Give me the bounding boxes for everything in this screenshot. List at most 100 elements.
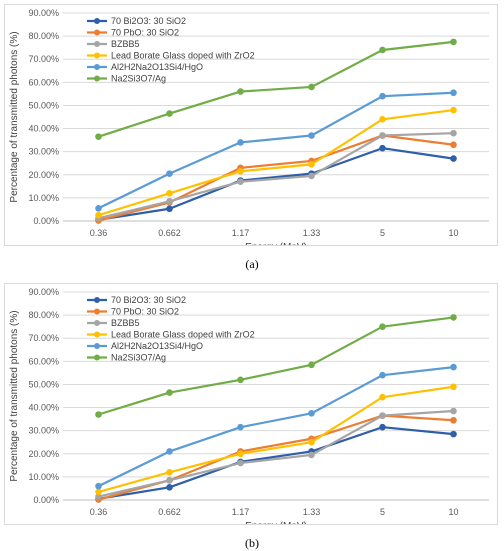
series-6 bbox=[95, 314, 457, 418]
data-point bbox=[166, 198, 173, 205]
data-point bbox=[95, 211, 102, 219]
caption-b: (b) bbox=[245, 536, 259, 550]
x-tick-label: 1.33 bbox=[303, 228, 321, 238]
legend-label: Lead Borate Glass doped with ZrO2 bbox=[111, 51, 255, 61]
y-tick-label: 60.00% bbox=[28, 77, 59, 87]
data-point bbox=[95, 488, 102, 496]
y-axis-label: Percentage of transmitted photons (%) bbox=[9, 31, 20, 202]
legend-label: 70 PbO: 30 SiO2 bbox=[111, 307, 179, 317]
y-tick-label: 0.00% bbox=[33, 495, 59, 505]
x-tick-label: 5 bbox=[380, 228, 385, 238]
x-axis-label: Energy (MeV) bbox=[245, 521, 307, 524]
legend-label: Na2Si3O7/Ag bbox=[111, 74, 166, 84]
legend-swatch-marker bbox=[94, 64, 100, 70]
data-point bbox=[166, 389, 173, 396]
series-5 bbox=[95, 89, 457, 212]
series-1 bbox=[95, 423, 457, 503]
x-tick-label: 0.662 bbox=[158, 507, 181, 517]
data-point bbox=[95, 493, 102, 500]
data-point bbox=[95, 133, 102, 140]
legend-label: BZBB5 bbox=[111, 318, 140, 328]
data-point bbox=[308, 438, 315, 446]
y-tick-label: 10.00% bbox=[28, 472, 59, 482]
data-point bbox=[450, 314, 457, 321]
x-tick-label: 5 bbox=[380, 507, 385, 517]
caption-a: (a) bbox=[245, 257, 259, 271]
legend-swatch-marker bbox=[94, 320, 100, 326]
data-point bbox=[379, 92, 386, 100]
chart-panel-b: 0.00% 10.00% 20.00% 30.00% 40.00% 50.00% 60.00… bbox=[4, 283, 498, 532]
data-point bbox=[379, 46, 386, 54]
data-point bbox=[237, 168, 244, 175]
data-point bbox=[450, 106, 457, 114]
data-point bbox=[166, 483, 173, 491]
series-6 bbox=[95, 38, 457, 140]
data-point bbox=[237, 178, 244, 186]
legend-swatch-marker bbox=[94, 52, 100, 59]
series-line bbox=[98, 147, 454, 221]
legend-swatch-marker bbox=[94, 331, 100, 338]
legend-swatch-marker bbox=[94, 75, 100, 82]
y-tick-label: 0.00% bbox=[33, 216, 59, 226]
x-tick-label: 10 bbox=[448, 507, 458, 517]
series-line bbox=[98, 91, 454, 210]
legend-label: Na2Si3O7/Ag bbox=[111, 353, 166, 363]
chart-b: 0.00% 10.00% 20.00% 30.00% 40.00% 50.00% 60.00… bbox=[9, 287, 489, 532]
series-3 bbox=[95, 129, 457, 222]
data-point bbox=[379, 371, 386, 379]
data-point bbox=[237, 423, 244, 431]
data-point bbox=[379, 144, 386, 152]
series-line bbox=[98, 108, 454, 217]
data-point bbox=[450, 416, 457, 424]
legend-label: 70 Bi2O3: 30 SiO2 bbox=[111, 295, 186, 305]
y-tick-label: 60.00% bbox=[28, 356, 59, 366]
legend-label: 70 PbO: 30 SiO2 bbox=[111, 28, 179, 38]
legend-swatch-marker bbox=[94, 354, 100, 361]
data-point bbox=[95, 204, 102, 212]
data-point bbox=[450, 383, 457, 391]
x-axis-label: Energy (MeV) bbox=[245, 242, 307, 245]
series-line bbox=[98, 134, 454, 222]
data-point bbox=[166, 110, 173, 117]
x-tick-label: 0.36 bbox=[90, 507, 108, 517]
data-point bbox=[308, 172, 315, 180]
series-4 bbox=[95, 383, 457, 496]
data-point bbox=[237, 459, 244, 467]
y-tick-label: 70.00% bbox=[28, 333, 59, 343]
y-tick-label: 40.00% bbox=[28, 124, 59, 134]
data-point bbox=[237, 450, 244, 458]
data-point bbox=[450, 38, 457, 46]
series-line bbox=[98, 366, 454, 488]
data-point bbox=[166, 448, 173, 455]
y-tick-label: 90.00% bbox=[28, 287, 59, 297]
data-point bbox=[379, 132, 386, 139]
x-tick-label: 1.17 bbox=[232, 228, 250, 238]
series-line bbox=[98, 316, 454, 416]
y-tick-label: 10.00% bbox=[28, 193, 59, 203]
legend-swatch-marker bbox=[94, 308, 100, 315]
data-point bbox=[450, 129, 457, 137]
x-tick-label: 0.662 bbox=[158, 228, 181, 238]
data-point bbox=[379, 412, 386, 419]
data-point bbox=[237, 139, 244, 146]
y-tick-label: 50.00% bbox=[28, 100, 59, 110]
legend-label: Al2H2Na2O13Si4/HgO bbox=[111, 341, 203, 351]
series-line bbox=[98, 385, 454, 493]
series-4 bbox=[95, 106, 457, 219]
data-point bbox=[450, 155, 457, 162]
y-tick-label: 20.00% bbox=[28, 449, 59, 459]
x-tick-label: 1.17 bbox=[232, 507, 250, 517]
data-point bbox=[166, 468, 173, 476]
series-line bbox=[98, 132, 454, 220]
data-point bbox=[379, 323, 386, 330]
data-point bbox=[166, 170, 173, 177]
data-point bbox=[166, 189, 173, 197]
data-point bbox=[450, 89, 457, 97]
data-point bbox=[450, 363, 457, 371]
y-tick-label: 80.00% bbox=[28, 31, 59, 41]
legend-swatch-marker bbox=[94, 29, 100, 36]
legend-label: BZBB5 bbox=[111, 39, 140, 49]
x-tick-label: 10 bbox=[448, 228, 458, 238]
